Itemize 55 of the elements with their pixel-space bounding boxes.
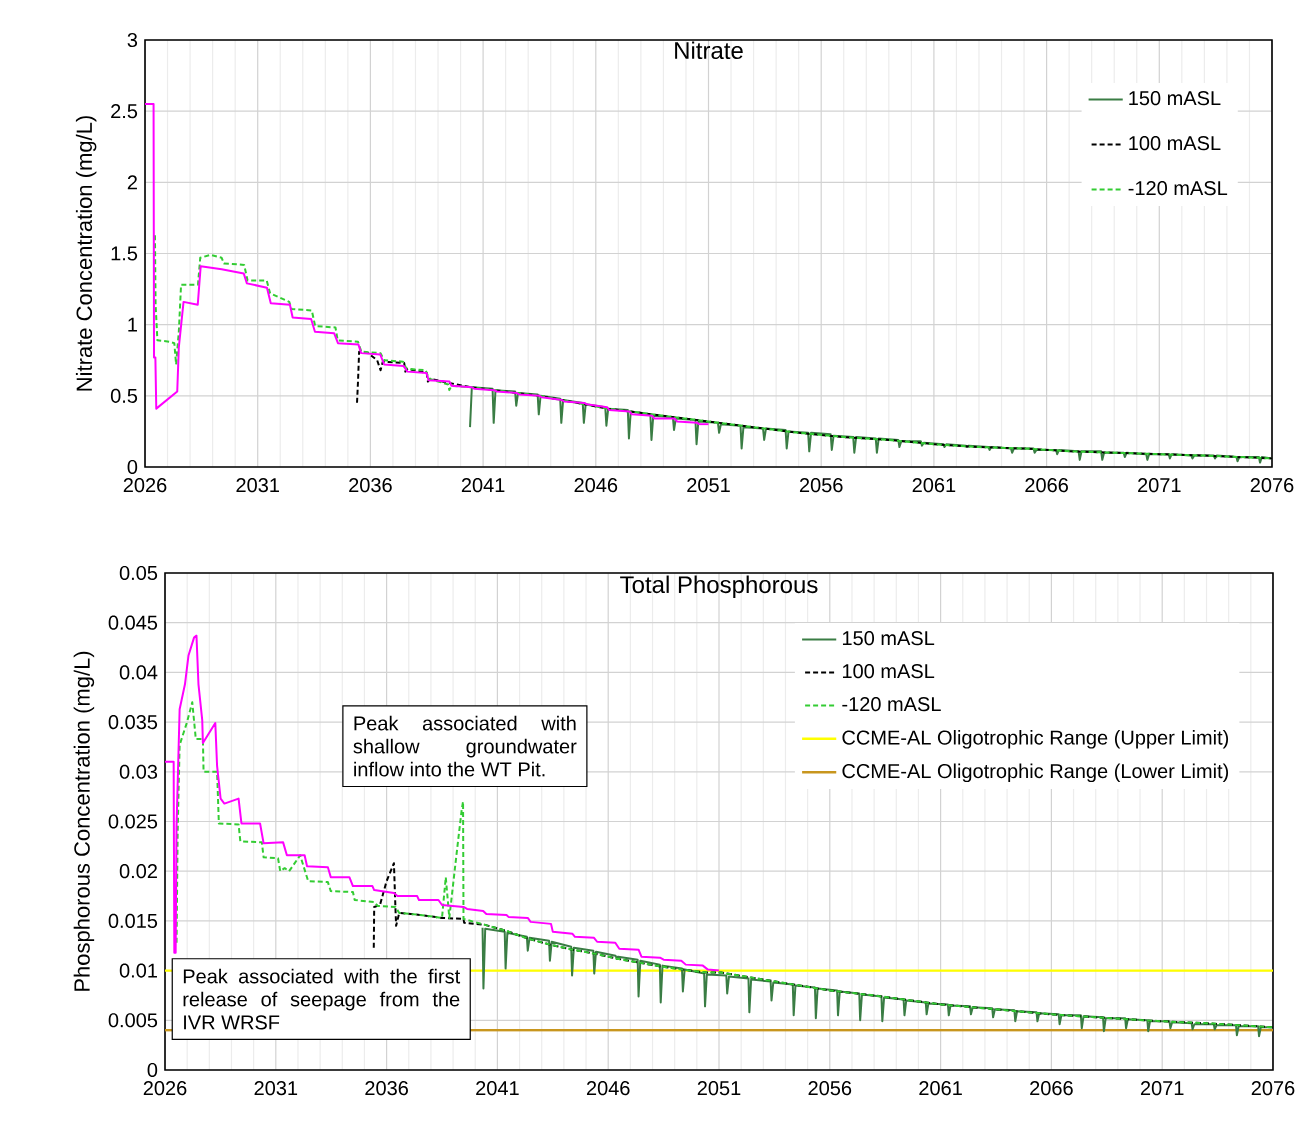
- x-tick-label: 2071: [1140, 1081, 1184, 1096]
- y-tick-label: 0.005: [108, 1013, 158, 1028]
- y-tick-label: 2: [127, 175, 137, 190]
- x-tick-label: 2071: [1138, 478, 1181, 493]
- x-tick-label: 2026: [143, 1081, 187, 1096]
- x-tick-label: 2031: [254, 1081, 298, 1096]
- y-tick-label: 0.03: [119, 764, 158, 779]
- chart-title: Total Phosphorous: [620, 575, 818, 598]
- legend-label: 100 mASL: [1129, 136, 1221, 151]
- x-tick-label: 2056: [808, 1081, 852, 1096]
- y-tick-label: 0.01: [119, 963, 157, 978]
- legend-label: -120 mASL: [842, 697, 941, 712]
- x-tick-label: 2046: [586, 1081, 630, 1096]
- y-tick-label: 0.02: [119, 864, 157, 879]
- y-tick-label: 0: [147, 1062, 158, 1078]
- x-tick-label: 2041: [461, 478, 505, 493]
- legend-label: -120 mASL: [1128, 181, 1228, 196]
- chart-title: Nitrate: [675, 41, 743, 60]
- x-tick-label: 2061: [919, 1081, 962, 1096]
- x-tick-label: 2076: [1251, 1081, 1295, 1096]
- x-tick-label: 2036: [365, 1081, 408, 1096]
- x-tick-label: 2046: [574, 478, 618, 493]
- y-tick-label: 0.05: [119, 565, 158, 581]
- x-tick-label: 2036: [349, 478, 392, 493]
- x-tick-label: 2041: [476, 1081, 519, 1096]
- x-tick-label: 2076: [1250, 478, 1294, 493]
- x-tick-label: 2051: [697, 1081, 741, 1096]
- y-tick-label: 0.025: [108, 814, 158, 829]
- y-tick-label: 2.5: [111, 104, 138, 119]
- y-tick-label: 0.015: [108, 913, 158, 928]
- y-tick-label: 0: [127, 459, 138, 475]
- y-tick-label: 0.5: [110, 388, 138, 403]
- y-tick-label: 0.04: [119, 665, 158, 680]
- x-tick-label: 2031: [236, 478, 279, 493]
- legend-label: 100 mASL: [842, 664, 935, 679]
- x-tick-label: 2061: [912, 478, 956, 493]
- annotation: Peak associated with the first release of seepage from the IVR WRSF: [183, 968, 461, 1030]
- x-tick-label: 2026: [123, 478, 167, 493]
- x-tick-label: 2051: [687, 478, 730, 493]
- legend-label: CCME-AL Oligotrophic Range (Lower Limit): [842, 763, 1229, 783]
- legend-label: 150 mASL: [1129, 91, 1221, 106]
- line-series: [145, 103, 710, 426]
- y-tick-label: 1: [128, 317, 137, 332]
- legend-label: CCME-AL Oligotrophic Range (Upper Limit): [842, 729, 1229, 749]
- x-tick-label: 2066: [1030, 1081, 1073, 1096]
- legend-label: 150 mASL: [842, 631, 935, 646]
- x-tick-label: 2066: [1025, 478, 1068, 493]
- y-tick-label: 0.035: [108, 715, 158, 730]
- x-tick-label: 2056: [799, 478, 843, 493]
- y-tick-label: 3: [127, 32, 138, 48]
- y-axis-title: Nitrate Concentration (mg/L): [75, 116, 97, 391]
- y-tick-label: 0.045: [108, 615, 158, 630]
- annotation: Peak associated with shallow groundwater inflow into the WT Pit.: [353, 715, 577, 777]
- y-tick-label: 1.5: [111, 246, 138, 261]
- y-axis-title: Phosphorous Concentration (mg/L): [73, 651, 95, 991]
